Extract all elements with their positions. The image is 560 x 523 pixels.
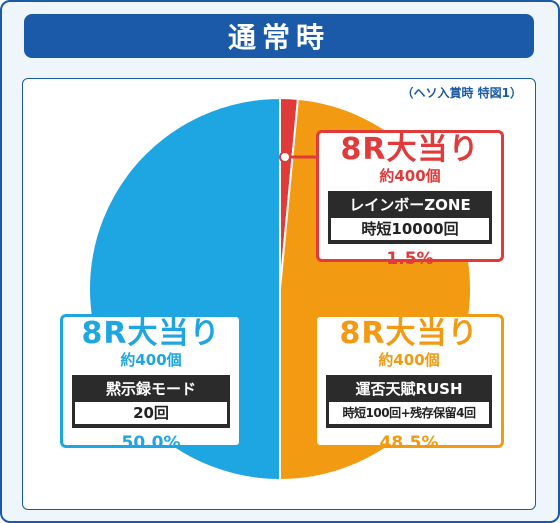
slice-label-unpu-rush: 8R大当り 約400個 運否天賦RUSH 時短100回+残存保留4回 48.5%	[314, 314, 504, 453]
slice-hit-label: 8R大当り	[340, 132, 480, 167]
slice-mode: レインボーZONE 時短10000回	[328, 191, 492, 244]
slice-mode-detail: 20回	[75, 402, 227, 424]
slice-count: 約400個	[120, 351, 182, 369]
slice-label-rainbow: 8R大当り 約400個 レインボーZONE 時短10000回 1.5%	[316, 130, 504, 269]
slice-mode: 黙示録モード 20回	[72, 375, 230, 428]
slice-mode-name: 黙示録モード	[105, 380, 196, 398]
slice-mode: 運否天賦RUSH 時短100回+残存保留4回	[326, 375, 492, 428]
slice-hit-label: 8R大当り	[81, 316, 221, 351]
slice-mode-name: 運否天賦RUSH	[355, 380, 463, 398]
slice-mode-name: レインボーZONE	[349, 196, 471, 214]
leader-dot	[279, 151, 291, 163]
slice-percent: 1.5%	[386, 249, 434, 269]
slice-percent: 50.0%	[121, 433, 181, 453]
slice-percent: 48.5%	[379, 433, 439, 453]
slice-count: 約400個	[379, 167, 441, 185]
slice-mode-detail: 時短100回+残存保留4回	[329, 402, 489, 424]
slice-count: 約400個	[378, 351, 440, 369]
slice-label-mokushiroku: 8R大当り 約400個 黙示録モード 20回 50.0%	[60, 314, 242, 453]
chart-note: （ヘソ入賞時 特図1）	[401, 86, 522, 100]
slice-mode-detail: 時短10000回	[331, 218, 489, 240]
slice-hit-label: 8R大当り	[339, 316, 479, 351]
page-title: 通常時	[24, 14, 534, 58]
